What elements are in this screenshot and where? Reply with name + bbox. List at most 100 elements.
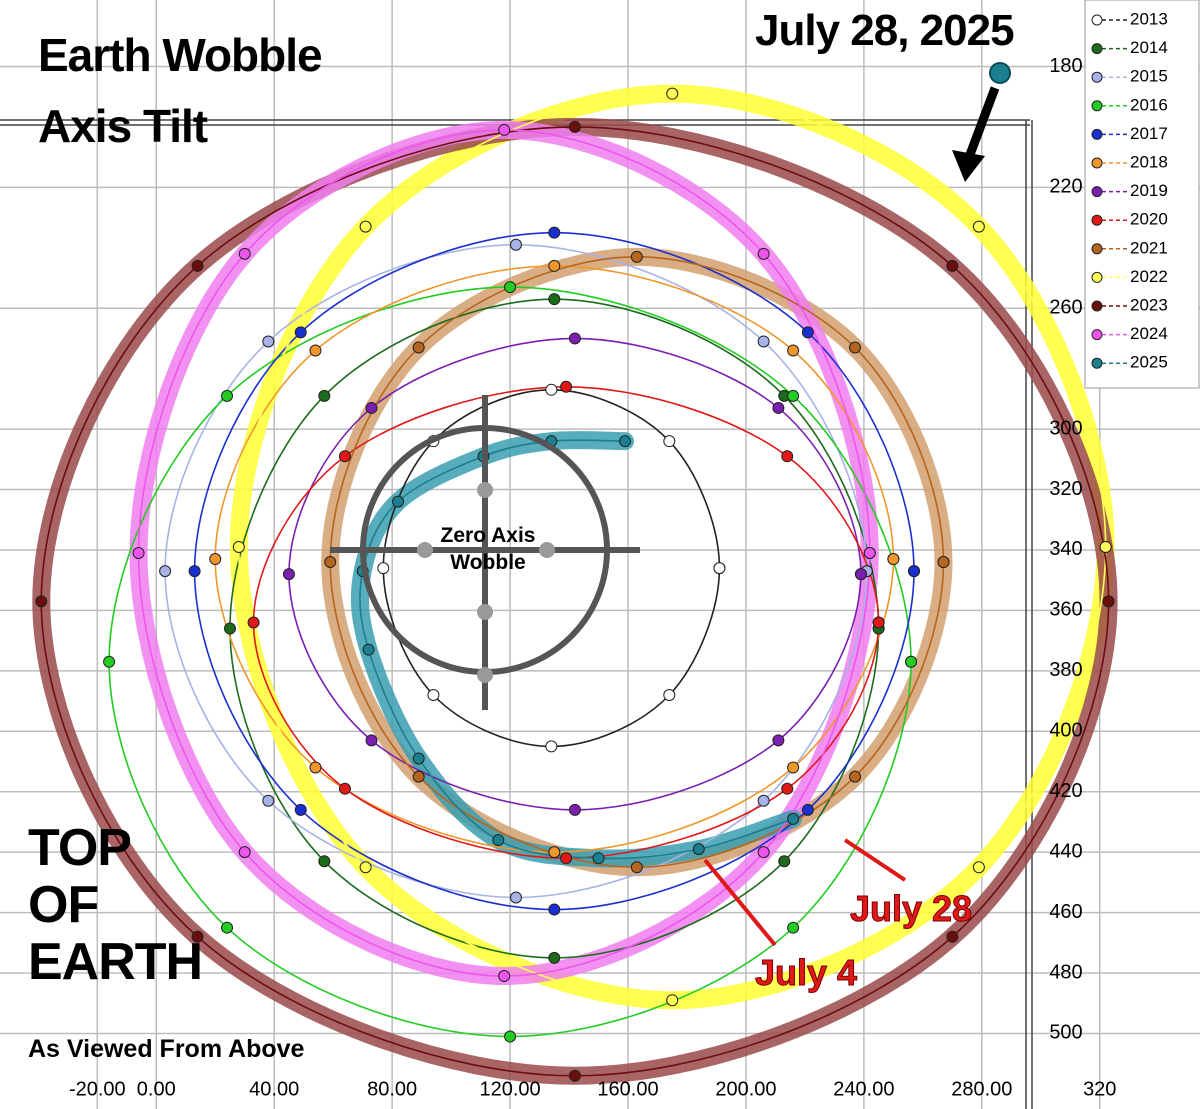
point <box>568 1069 581 1082</box>
legend-marker <box>1091 329 1103 341</box>
center-label: Zero Axis Wobble <box>440 524 536 575</box>
y-tick-label: 340 <box>1049 538 1082 560</box>
point <box>592 852 605 865</box>
legend-marker <box>1091 157 1103 169</box>
point <box>221 389 234 402</box>
point <box>548 846 561 859</box>
point <box>863 546 876 559</box>
point <box>787 812 800 825</box>
crosshair-dot <box>477 604 493 620</box>
point <box>801 803 814 816</box>
point <box>282 568 295 581</box>
point <box>392 495 405 508</box>
point <box>619 435 632 448</box>
series-halo <box>350 431 803 868</box>
point <box>548 293 561 306</box>
point <box>887 553 900 566</box>
y-tick-label: 480 <box>1049 961 1082 983</box>
legend-label: 2024 <box>1130 324 1168 343</box>
legend-label: 2015 <box>1130 67 1168 86</box>
point <box>548 259 561 272</box>
point <box>247 616 260 629</box>
point <box>1102 595 1115 608</box>
legend-marker <box>1091 186 1103 198</box>
point <box>509 891 522 904</box>
point <box>854 568 867 581</box>
x-tick-label: 120.00 <box>479 1078 540 1100</box>
x-tick-label: 40.00 <box>249 1078 299 1100</box>
legend-label: 2019 <box>1130 181 1168 200</box>
point <box>908 565 921 578</box>
x-tick-label: 80.00 <box>367 1078 417 1100</box>
point <box>324 556 337 569</box>
point <box>262 794 275 807</box>
legend-marker <box>1091 357 1103 369</box>
legend-marker <box>1091 43 1103 55</box>
point <box>630 861 643 874</box>
point <box>362 643 375 656</box>
series-line <box>359 439 794 860</box>
point <box>545 740 558 753</box>
point <box>787 921 800 934</box>
date-label: July 28, 2025 <box>755 6 1015 55</box>
point <box>937 556 950 569</box>
point <box>294 326 307 339</box>
annotation: July 4 <box>754 952 858 994</box>
point <box>787 389 800 402</box>
point <box>359 861 372 874</box>
legend-marker <box>1091 14 1103 26</box>
point <box>787 761 800 774</box>
legend-label: 2020 <box>1130 210 1168 229</box>
point <box>262 335 275 348</box>
point <box>781 450 794 463</box>
point <box>103 655 116 668</box>
crosshair-dot <box>477 482 493 498</box>
point <box>630 250 643 263</box>
legend: 2013 2014 2015 2016 2017 2018 2019 2020 2021 2022… <box>1084 0 1200 389</box>
point <box>412 752 425 765</box>
point <box>159 565 172 578</box>
point <box>191 930 204 943</box>
y-tick-label: 180 <box>1049 55 1082 77</box>
point <box>223 622 236 635</box>
point <box>757 335 770 348</box>
point <box>191 259 204 272</box>
crosshair-dot <box>417 542 433 558</box>
point <box>509 238 522 251</box>
point <box>1099 540 1112 553</box>
y-tick-label: 380 <box>1049 659 1082 681</box>
point <box>427 689 440 702</box>
point <box>757 846 770 859</box>
x-tick-label: 240.00 <box>833 1078 894 1100</box>
x-tick-label: 280.00 <box>951 1078 1012 1100</box>
point <box>772 401 785 414</box>
point <box>666 994 679 1007</box>
point <box>318 855 331 868</box>
y-tick-label: 300 <box>1049 417 1082 439</box>
point <box>713 562 726 575</box>
legend-label: 2023 <box>1130 295 1168 314</box>
point <box>560 852 573 865</box>
x-tick-label: 0.00 <box>137 1078 176 1100</box>
point <box>560 380 573 393</box>
y-tick-label: 500 <box>1049 1022 1082 1044</box>
point <box>209 553 222 566</box>
point <box>365 401 378 414</box>
y-tick-label: 220 <box>1049 176 1082 198</box>
x-tick-label: -20.00 <box>69 1078 126 1100</box>
y-tick-label: 260 <box>1049 297 1082 319</box>
point <box>294 803 307 816</box>
point <box>492 834 505 847</box>
point <box>35 595 48 608</box>
point <box>692 843 705 856</box>
point <box>946 930 959 943</box>
legend-label: 2025 <box>1130 353 1168 372</box>
point <box>232 540 245 553</box>
point <box>359 220 372 233</box>
point <box>849 770 862 783</box>
dots <box>35 87 1115 1082</box>
side-caption: As Viewed From Above <box>28 1035 305 1063</box>
point <box>568 332 581 345</box>
